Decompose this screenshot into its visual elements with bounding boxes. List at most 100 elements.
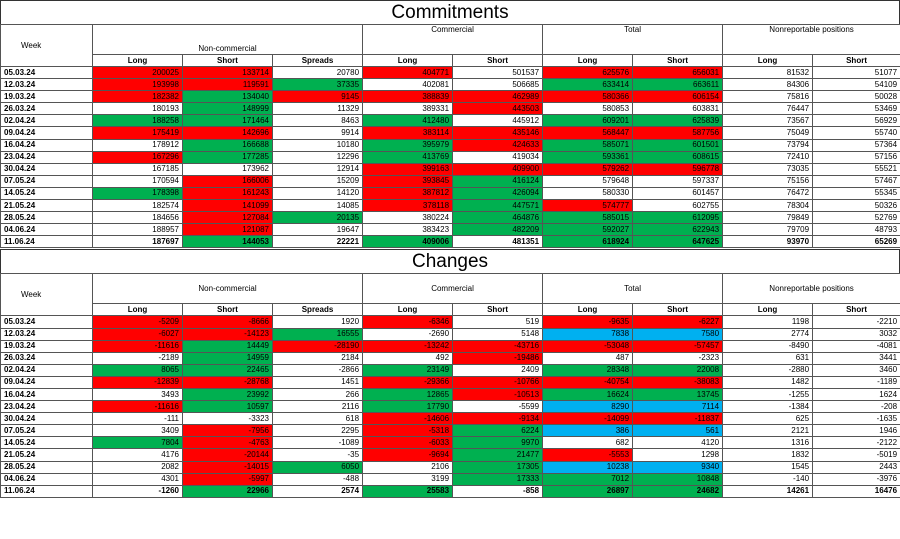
week-cell: 11.06.24 <box>0 235 93 249</box>
comm-long-cell: 2106 <box>362 460 454 474</box>
subheader-total-long: Long <box>542 303 634 317</box>
week-cell: 07.05.24 <box>0 424 93 438</box>
comm-short-cell: 462989 <box>452 90 544 104</box>
total-long-cell: -53048 <box>542 339 634 353</box>
nonrep-long-cell: 73567 <box>722 114 814 128</box>
week-cell: 09.04.24 <box>0 126 93 140</box>
table-row: 09.04.24 -12839 -28768 1451 -29366 -10766 -407… <box>0 375 900 389</box>
total-long-cell: 16624 <box>542 387 634 402</box>
total-long-cell: 579648 <box>542 174 634 188</box>
total-short-cell: 596778 <box>632 162 724 176</box>
nonrep-short-cell: 50326 <box>812 199 900 213</box>
total-short-cell: 13745 <box>632 387 724 402</box>
spreads-cell: 2574 <box>271 484 364 498</box>
week-cell: 14.05.24 <box>0 436 93 450</box>
spreads-cell: 11329 <box>271 102 364 116</box>
noncomm-short-cell: -8666 <box>182 315 273 329</box>
noncomm-long-cell: 188258 <box>92 114 183 128</box>
comm-short-cell: 21477 <box>452 448 544 462</box>
comm-long-cell: 389331 <box>362 102 454 116</box>
nonrep-long-cell: 79709 <box>722 223 814 237</box>
total-long-cell: 580330 <box>542 186 634 201</box>
total-long-cell: -14099 <box>542 412 634 426</box>
spreads-cell: 1920 <box>271 315 364 329</box>
week-cell: 12.03.24 <box>0 327 93 341</box>
noncomm-long-cell: 167185 <box>92 162 183 176</box>
comm-short-cell: 519 <box>452 315 544 329</box>
nonrep-short-cell: 1946 <box>812 424 900 438</box>
comm-short-cell: -19486 <box>452 351 544 365</box>
table-row: 21.05.24 4176 -20144 -35 -9694 21477 -5553 1298… <box>0 448 900 462</box>
table-row: 12.03.24 -6027 -14123 16555 -2690 5148 7838 758… <box>0 327 900 341</box>
table-row: 23.04.24 167296 177285 12296 413769 419034 593… <box>0 150 900 164</box>
comm-short-cell: 443503 <box>452 102 544 116</box>
nonrep-long-cell: 14261 <box>722 484 814 498</box>
table-row: 16.04.24 178912 166688 10180 395979 424633 585… <box>0 138 900 152</box>
noncomm-long-cell: 188957 <box>92 223 183 237</box>
total-long-cell: -40754 <box>542 375 634 389</box>
total-long-cell: 487 <box>542 351 634 365</box>
subheader-nonrep-short: Short <box>812 54 900 67</box>
commitments-table: Week Non-commercial Commercial Total Non… <box>0 24 900 249</box>
subheader-comm-long: Long <box>362 303 454 317</box>
nonrep-long-cell: 1198 <box>722 315 814 329</box>
spreads-cell: -488 <box>271 472 364 486</box>
noncomm-long-cell: -111 <box>92 412 183 426</box>
total-long-cell: 618924 <box>542 235 634 249</box>
nonrep-short-cell: -2210 <box>812 315 900 329</box>
comm-long-cell: 404771 <box>362 65 454 80</box>
comm-long-cell: 380224 <box>362 211 454 225</box>
noncomm-short-cell: -3323 <box>182 412 273 426</box>
nonrep-short-cell: -208 <box>812 400 900 414</box>
week-cell: 26.03.24 <box>0 102 93 116</box>
total-long-cell: 7838 <box>542 327 634 341</box>
nonreportable-header: Nonreportable positions <box>722 273 900 305</box>
total-short-cell: 587756 <box>632 126 724 140</box>
table-row: 07.05.24 3409 -7956 2295 -5318 6224 386 561 2121… <box>0 424 900 438</box>
nonrep-long-cell: 631 <box>722 351 814 365</box>
nonreportable-header: Nonreportable positions <box>722 24 900 55</box>
commitments-section: Commitments Week Non-commercial Commerci… <box>0 0 900 249</box>
week-cell: 21.05.24 <box>0 199 93 213</box>
nonrep-short-cell: 57156 <box>812 150 900 164</box>
comm-long-cell: 25583 <box>362 484 454 498</box>
subheader-spreads: Spreads <box>271 54 364 67</box>
total-short-cell: 606154 <box>632 90 724 104</box>
total-short-cell: 622943 <box>632 223 724 237</box>
spreads-cell: 20780 <box>271 65 364 80</box>
total-long-cell: 568447 <box>542 126 634 140</box>
noncomm-long-cell: 4176 <box>92 448 183 462</box>
commercial-header: Commercial <box>362 273 544 305</box>
week-header: Week <box>0 24 93 67</box>
table-row: 30.04.24 167185 173962 12914 399163 409900 579… <box>0 162 900 176</box>
comm-short-cell: -10513 <box>452 387 544 402</box>
comm-long-cell: 3199 <box>362 472 454 486</box>
nonrep-short-cell: -2122 <box>812 436 900 450</box>
table-row: 14.05.24 7804 -4763 -1089 -6033 9970 682 4120 13… <box>0 436 900 450</box>
spreads-cell: 10180 <box>271 138 364 152</box>
comm-short-cell: 2409 <box>452 363 544 377</box>
subheader-comm-short: Short <box>452 303 544 317</box>
subheader-noncomm-short: Short <box>182 303 273 317</box>
comm-long-cell: 383423 <box>362 223 454 237</box>
comm-long-cell: 399163 <box>362 162 454 176</box>
comm-long-cell: 393845 <box>362 174 454 188</box>
week-cell: 14.05.24 <box>0 186 93 201</box>
nonrep-short-cell: 52769 <box>812 211 900 225</box>
week-cell: 19.03.24 <box>0 90 93 104</box>
noncomm-long-cell: 175419 <box>92 126 183 140</box>
total-long-cell: 625576 <box>542 65 634 80</box>
total-short-cell: 1298 <box>632 448 724 462</box>
total-long-cell: 580366 <box>542 90 634 104</box>
comm-long-cell: -6346 <box>362 315 454 329</box>
noncomm-short-cell: 166006 <box>182 174 273 188</box>
total-short-cell: -6227 <box>632 315 724 329</box>
noncomm-long-cell: 200025 <box>92 65 183 80</box>
noncomm-short-cell: 10597 <box>182 400 273 414</box>
total-long-cell: 609201 <box>542 114 634 128</box>
table-row: 23.04.24 -11616 10597 2116 17790 -5599 8290 711… <box>0 400 900 414</box>
subheader-comm-long: Long <box>362 54 454 67</box>
comm-short-cell: -858 <box>452 484 544 498</box>
noncomm-short-cell: 119591 <box>182 78 273 92</box>
week-cell: 28.05.24 <box>0 211 93 225</box>
